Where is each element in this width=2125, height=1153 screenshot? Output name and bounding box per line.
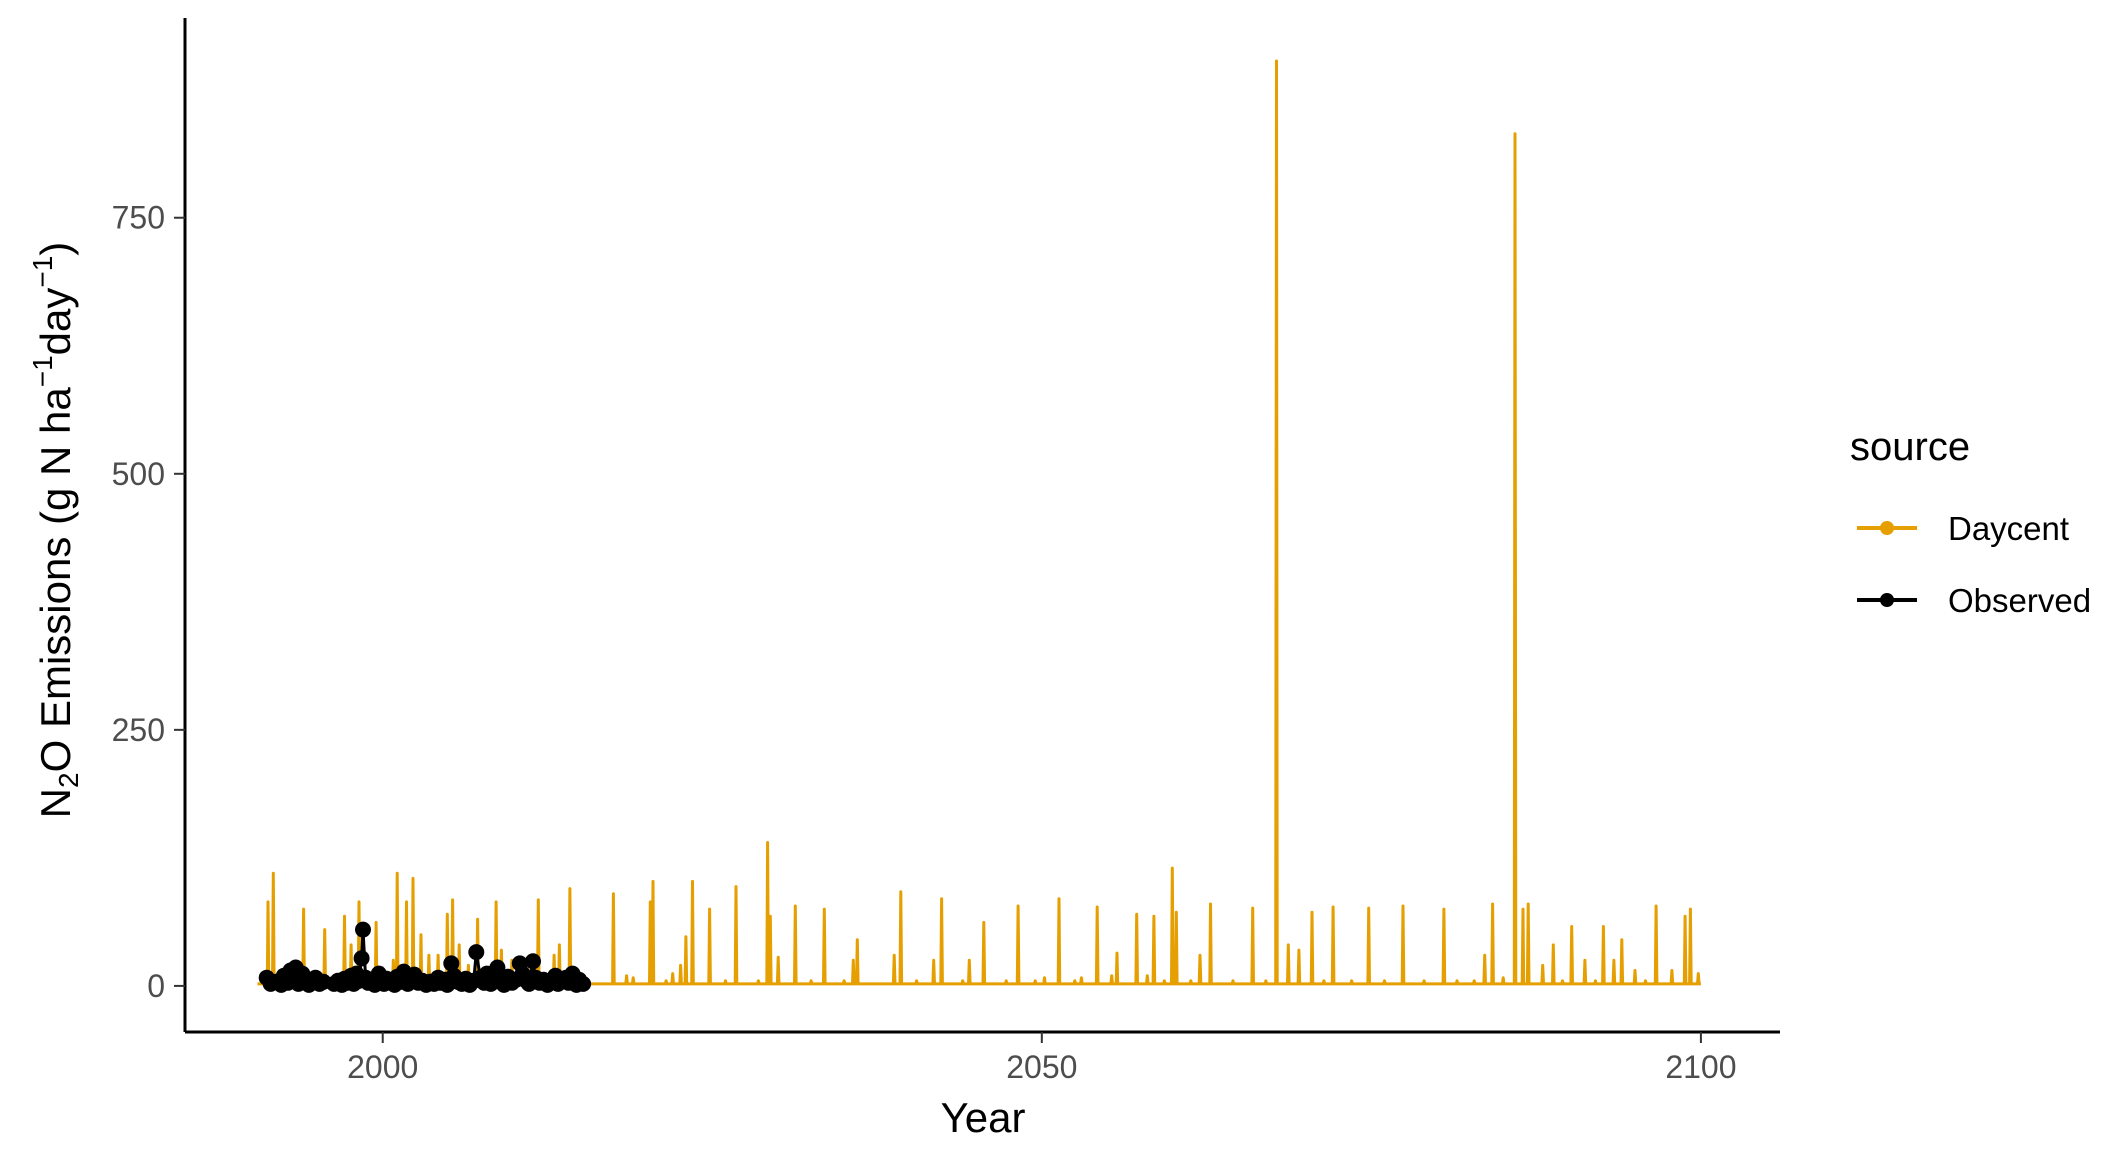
observed-point <box>443 955 460 972</box>
observed-point <box>525 953 541 970</box>
legend-key-observed-dot <box>1880 593 1894 607</box>
legend-label-daycent: Daycent <box>1948 510 2069 547</box>
y-axis-ticks: 0 250 500 750 <box>112 200 185 1004</box>
y-axis-title-suffix: ) <box>32 242 79 256</box>
y-axis-title-main: O Emissions (g N ha <box>32 387 79 773</box>
y-tick-label: 500 <box>112 456 165 492</box>
observed-point <box>355 921 371 938</box>
x-tick-label: 2000 <box>347 1049 418 1085</box>
legend-title: source <box>1850 425 1970 469</box>
legend: source Daycent Observed <box>1850 425 2091 619</box>
x-axis-title: Year <box>941 1094 1026 1141</box>
legend-key-daycent-dot <box>1880 521 1894 535</box>
x-tick-label: 2050 <box>1006 1049 1077 1085</box>
observed-point <box>468 944 485 961</box>
y-tick-label: 0 <box>147 968 165 1004</box>
y-tick-label: 250 <box>112 712 165 748</box>
observed-point <box>489 959 506 976</box>
x-tick-label: 2100 <box>1665 1049 1736 1085</box>
y-axis-title: N2O Emissions (g N ha−1day−1) <box>27 242 84 819</box>
y-axis-title-prefix: N <box>32 788 79 818</box>
legend-item-daycent: Daycent <box>1857 510 2069 547</box>
plot-area <box>257 59 1701 993</box>
y-axis-title-superscript-2: −1 <box>27 256 58 288</box>
observed-point <box>575 975 592 992</box>
legend-label-observed: Observed <box>1948 582 2091 619</box>
y-axis-title-mid: day <box>32 288 79 356</box>
y-tick-label: 750 <box>112 200 165 236</box>
y-axis-title-superscript-1: −1 <box>27 355 58 387</box>
legend-item-observed: Observed <box>1857 582 2091 619</box>
y-axis-title-subscript: 2 <box>53 772 84 788</box>
x-axis-ticks: 2000 2050 2100 <box>347 1032 1737 1085</box>
observed-point <box>353 950 370 967</box>
series-line-daycent <box>257 59 1701 986</box>
